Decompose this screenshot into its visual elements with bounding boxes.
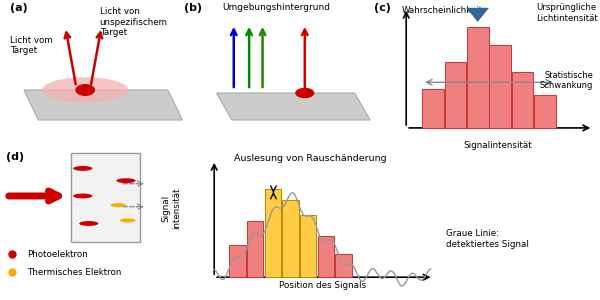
Bar <box>489 45 511 128</box>
Bar <box>335 254 352 277</box>
Bar <box>71 153 140 242</box>
Text: Thermisches Elektron: Thermisches Elektron <box>27 268 121 277</box>
Polygon shape <box>466 8 489 22</box>
Text: Photoelektron: Photoelektron <box>27 250 88 259</box>
Circle shape <box>79 221 98 226</box>
Ellipse shape <box>295 88 314 98</box>
Polygon shape <box>217 93 370 120</box>
Text: Licht von
unspezifischem
Target: Licht von unspezifischem Target <box>100 8 167 37</box>
Polygon shape <box>24 90 182 120</box>
Text: Signal
intensität: Signal intensität <box>161 188 181 229</box>
Bar <box>265 189 281 277</box>
Bar <box>445 62 466 128</box>
Bar <box>534 95 556 128</box>
Bar <box>247 221 263 277</box>
Circle shape <box>116 178 136 183</box>
Text: Wahrscheinlichkeit: Wahrscheinlichkeit <box>401 6 483 15</box>
Bar <box>422 89 444 128</box>
Circle shape <box>73 166 92 171</box>
Ellipse shape <box>42 77 128 103</box>
Bar <box>467 26 488 128</box>
Text: (d): (d) <box>6 152 24 162</box>
Text: (a): (a) <box>10 3 28 13</box>
Text: Licht vom
Target: Licht vom Target <box>10 36 52 56</box>
Bar <box>229 245 246 277</box>
Bar <box>282 200 299 277</box>
Text: (b): (b) <box>184 3 202 13</box>
Text: Umgebungshintergrund: Umgebungshintergrund <box>222 3 330 12</box>
Text: (c): (c) <box>374 3 391 13</box>
Ellipse shape <box>76 84 95 96</box>
Circle shape <box>120 218 136 222</box>
Bar <box>512 72 533 128</box>
Text: Ursprüngliche
Lichtintensität: Ursprüngliche Lichtintensität <box>536 3 598 22</box>
Circle shape <box>110 203 126 207</box>
Text: Position des Signals: Position des Signals <box>279 280 366 290</box>
Bar <box>300 215 316 277</box>
Circle shape <box>73 194 92 198</box>
Text: Auslesung von Rauschänderung: Auslesung von Rauschänderung <box>233 154 386 164</box>
Bar <box>317 236 334 277</box>
Text: Statistische
Schwankung: Statistische Schwankung <box>540 71 593 90</box>
Text: Graue Linie:
detektiertes Signal: Graue Linie: detektiertes Signal <box>446 229 529 249</box>
Text: Signalintensität: Signalintensität <box>463 141 532 150</box>
